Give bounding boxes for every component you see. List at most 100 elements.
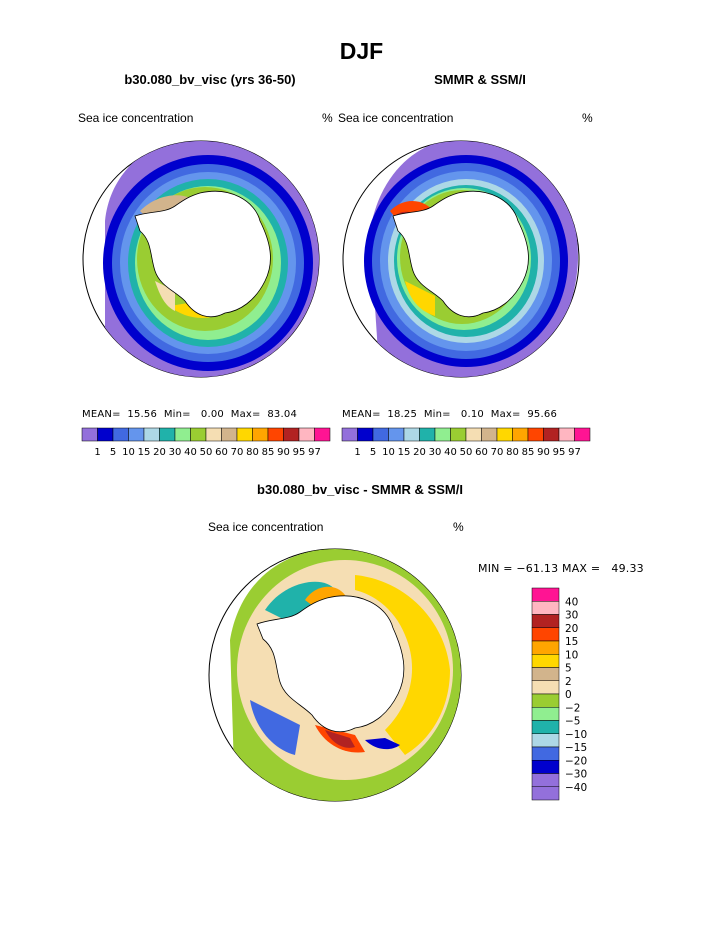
difference-minmax: MIN = −61.13 MAX = 49.33 — [478, 562, 644, 575]
colorbar-tick-label: 80 — [246, 447, 259, 458]
colorbar-swatch — [531, 773, 560, 787]
page-title: DJF — [339, 38, 384, 64]
obs-colorbar: 1 5 10 15 20 30 40 50 60 70 80 85 90 95 97 — [341, 427, 591, 458]
colorbar-tick-label: −10 — [565, 729, 587, 741]
min-value: 0.10 — [460, 409, 484, 420]
colorbar-tick-label: 40 — [444, 447, 457, 458]
colorbar-tick-label: 30 — [429, 447, 442, 458]
colorbar-tick-label: 50 — [200, 447, 213, 458]
colorbar-tick-label: 90 — [537, 447, 550, 458]
colorbar-swatch — [531, 760, 560, 774]
model-polar-map — [82, 140, 320, 378]
obs-panel-variable-label: Sea ice concentration — [338, 111, 454, 125]
colorbar-tick-label: −30 — [565, 769, 587, 781]
colorbar-swatch — [236, 427, 253, 442]
antarctica-outline-icon — [134, 191, 271, 318]
min-label: Min= — [423, 409, 451, 420]
colorbar-swatch — [531, 627, 560, 642]
colorbar-tick-label: 1 — [94, 447, 100, 458]
mean-label: MEAN= — [82, 409, 121, 420]
colorbar-tick-label: 1 — [354, 447, 360, 458]
mean-value: 15.56 — [127, 409, 158, 420]
max-label: Max= — [490, 409, 521, 420]
colorbar-tick-label: 10 — [565, 649, 578, 661]
mean-label: MEAN= — [342, 409, 381, 420]
colorbar-swatch — [531, 614, 560, 628]
colorbar-swatch — [159, 427, 176, 442]
colorbar-tick-label: 80 — [506, 447, 519, 458]
colorbar-swatch — [341, 427, 358, 442]
colorbar-swatch — [128, 427, 145, 442]
colorbar-swatch — [574, 427, 591, 442]
colorbar-swatch — [531, 601, 560, 615]
model-panel-variable-label: Sea ice concentration — [78, 111, 194, 125]
difference-panel-units-label: % — [453, 520, 464, 534]
difference-panel-variable-label: Sea ice concentration — [208, 520, 324, 534]
max-value: 83.04 — [267, 409, 298, 420]
colorbar-tick-label: 95 — [293, 447, 306, 458]
model-stats: MEAN= 15.56 Min= 0.00 Max= 83.04 — [82, 409, 332, 420]
colorbar-tick-label: 40 — [565, 596, 578, 608]
colorbar-swatch — [531, 786, 560, 801]
min-label: MIN = — [478, 562, 513, 575]
antarctica-outline-icon — [392, 191, 529, 318]
colorbar-tick-label: −40 — [565, 782, 587, 794]
colorbar-tick-label: 10 — [382, 447, 395, 458]
colorbar-swatch — [531, 746, 560, 761]
colorbar-tick-label: −2 — [565, 702, 580, 714]
colorbar-swatch — [267, 427, 284, 442]
max-value: 95.66 — [527, 409, 558, 420]
colorbar-swatch — [190, 427, 207, 442]
colorbar-swatch — [531, 640, 560, 655]
colorbar-tick-label: 97 — [308, 447, 321, 458]
colorbar-swatch — [531, 693, 560, 708]
max-label: Max= — [230, 409, 261, 420]
min-label: Min= — [163, 409, 191, 420]
colorbar-swatch — [512, 427, 529, 442]
colorbar-swatch — [174, 427, 191, 442]
colorbar-swatch — [434, 427, 451, 442]
colorbar-swatch — [298, 427, 315, 442]
obs-stats: MEAN= 18.25 Min= 0.10 Max= 95.66 — [342, 409, 592, 420]
model-panel-units-label: % — [322, 111, 333, 125]
colorbar-tick-label: 30 — [565, 610, 578, 622]
colorbar-tick-label: 50 — [460, 447, 473, 458]
colorbar-swatch — [531, 654, 560, 668]
colorbar-swatch — [81, 427, 98, 442]
colorbar-swatch — [403, 427, 420, 442]
colorbar-swatch — [283, 427, 300, 442]
colorbar-swatch — [112, 427, 129, 442]
colorbar-tick-label: 70 — [231, 447, 244, 458]
colorbar-tick-label: 60 — [475, 447, 488, 458]
colorbar-swatch — [357, 427, 374, 442]
colorbar-swatch — [97, 427, 114, 442]
colorbar-tick-label: 15 — [565, 636, 578, 648]
colorbar-swatch — [372, 427, 389, 442]
model-colorbar: 1 5 10 15 20 30 40 50 60 70 80 85 90 95 97 — [81, 427, 331, 458]
difference-polar-map — [208, 548, 462, 802]
colorbar-tick-label: 95 — [553, 447, 566, 458]
colorbar-tick-label: 40 — [184, 447, 197, 458]
max-label: MAX = — [562, 562, 601, 575]
colorbar-swatch — [221, 427, 238, 442]
difference-panel-subtitle: b30.080_bv_visc - SMMR & SSM/I — [257, 482, 463, 497]
colorbar-tick-label: 20 — [413, 447, 426, 458]
obs-panel-units-label: % — [582, 111, 593, 125]
model-panel-subtitle: b30.080_bv_visc (yrs 36-50) — [124, 72, 296, 87]
colorbar-swatch — [481, 427, 498, 442]
colorbar-tick-label: 5 — [565, 663, 572, 675]
colorbar-tick-label: 97 — [568, 447, 581, 458]
max-value: 49.33 — [611, 562, 644, 575]
mean-value: 18.25 — [387, 409, 418, 420]
colorbar-tick-label: 15 — [398, 447, 411, 458]
colorbar-swatch — [252, 427, 269, 442]
colorbar-tick-label: 20 — [153, 447, 166, 458]
colorbar-swatch — [143, 427, 160, 442]
antarctica-outline-icon — [256, 595, 405, 733]
colorbar-tick-label: 30 — [169, 447, 182, 458]
colorbar-tick-label: 10 — [122, 447, 135, 458]
colorbar-swatch — [496, 427, 513, 442]
colorbar-tick-label: 85 — [522, 447, 535, 458]
colorbar-tick-label: 20 — [565, 623, 578, 635]
